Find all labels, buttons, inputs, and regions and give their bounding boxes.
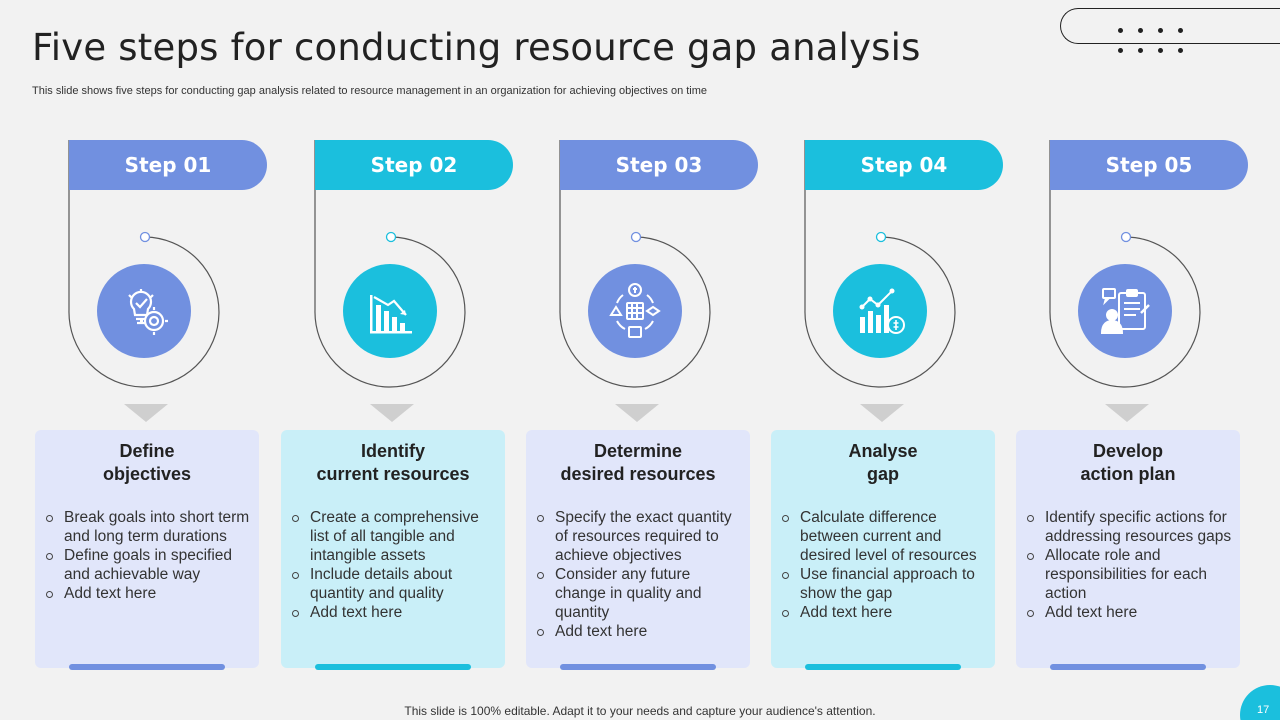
page-number: 17 <box>1240 685 1280 720</box>
step-label-pill: Step 02 <box>315 140 513 190</box>
step-card-title: Develop action plan <box>1080 441 1176 484</box>
bullet-item: Add text here <box>781 603 989 622</box>
step-card-title: Determine desired resources <box>560 441 716 484</box>
accent-bar <box>69 664 225 670</box>
bullet-item: Add text here <box>536 622 744 641</box>
accent-bar <box>1050 664 1206 670</box>
step-5: Step 05 Develop action plan Identify spe… <box>1016 140 1256 670</box>
bullet-list: Calculate difference between current and… <box>771 508 995 622</box>
resource-cycle-icon <box>588 264 682 358</box>
pointer-triangle <box>860 404 904 422</box>
step-card: Develop action plan Identify specific ac… <box>1016 430 1240 668</box>
bullet-item: Define goals in specified and achievable… <box>45 546 253 584</box>
step-card: Determine desired resources Specify the … <box>526 430 750 668</box>
bullet-list: Specify the exact quantity of resources … <box>526 508 750 641</box>
bullet-item: Add text here <box>45 584 253 603</box>
pointer-triangle <box>370 404 414 422</box>
pointer-triangle <box>1105 404 1149 422</box>
bullet-list: Identify specific actions for addressing… <box>1016 508 1240 622</box>
pointer-triangle <box>615 404 659 422</box>
step-card-title: Analyse gap <box>848 441 918 484</box>
accent-bar <box>805 664 961 670</box>
step-card-title: Identify current resources <box>316 441 470 484</box>
step-card-title: Define objectives <box>102 441 192 484</box>
step-card: Define objectives Break goals into short… <box>35 430 259 668</box>
bullet-item: Add text here <box>1026 603 1234 622</box>
step-2: Step 02 Identify current resources Creat… <box>281 140 521 670</box>
bullet-item: Specify the exact quantity of resources … <box>536 508 744 565</box>
bullet-item: Calculate difference between current and… <box>781 508 989 565</box>
bar-chart-decline-icon <box>343 264 437 358</box>
bullet-list: Create a comprehensive list of all tangi… <box>281 508 505 622</box>
step-label-pill: Step 03 <box>560 140 758 190</box>
step-4: Step 04 Analyse gap Calculate difference… <box>771 140 1011 670</box>
step-card: Analyse gap Calculate difference between… <box>771 430 995 668</box>
step-3: Step 03 Determine desired resources Spec… <box>526 140 766 670</box>
bullet-item: Allocate role and responsibilities for e… <box>1026 546 1234 603</box>
slide-subtitle: This slide shows five steps for conducti… <box>32 85 708 97</box>
bullet-item: Add text here <box>291 603 499 622</box>
slide-title: Five steps for conducting resource gap a… <box>32 26 921 69</box>
step-label-pill: Step 04 <box>805 140 1003 190</box>
accent-bar <box>560 664 716 670</box>
bullet-item: Use financial approach to show the gap <box>781 565 989 603</box>
bullet-item: Consider any future change in quality an… <box>536 565 744 622</box>
step-connector-arc <box>804 140 956 388</box>
step-card: Identify current resources Create a comp… <box>281 430 505 668</box>
step-label-pill: Step 01 <box>69 140 267 190</box>
bullet-item: Break goals into short term and long ter… <box>45 508 253 546</box>
pointer-triangle <box>124 404 168 422</box>
bullet-item: Include details about quantity and quali… <box>291 565 499 603</box>
growth-chart-coins-icon <box>833 264 927 358</box>
footer-note: This slide is 100% editable. Adapt it to… <box>404 704 876 718</box>
lightbulb-target-icon <box>97 264 191 358</box>
clipboard-person-icon <box>1078 264 1172 358</box>
bullet-item: Create a comprehensive list of all tangi… <box>291 508 499 565</box>
accent-bar <box>315 664 471 670</box>
step-1: Step 01 Define objectives Break goals in… <box>35 140 275 670</box>
step-label-pill: Step 05 <box>1050 140 1248 190</box>
bullet-item: Identify specific actions for addressing… <box>1026 508 1234 546</box>
decorative-frame <box>1060 8 1280 44</box>
bullet-list: Break goals into short term and long ter… <box>35 508 259 603</box>
